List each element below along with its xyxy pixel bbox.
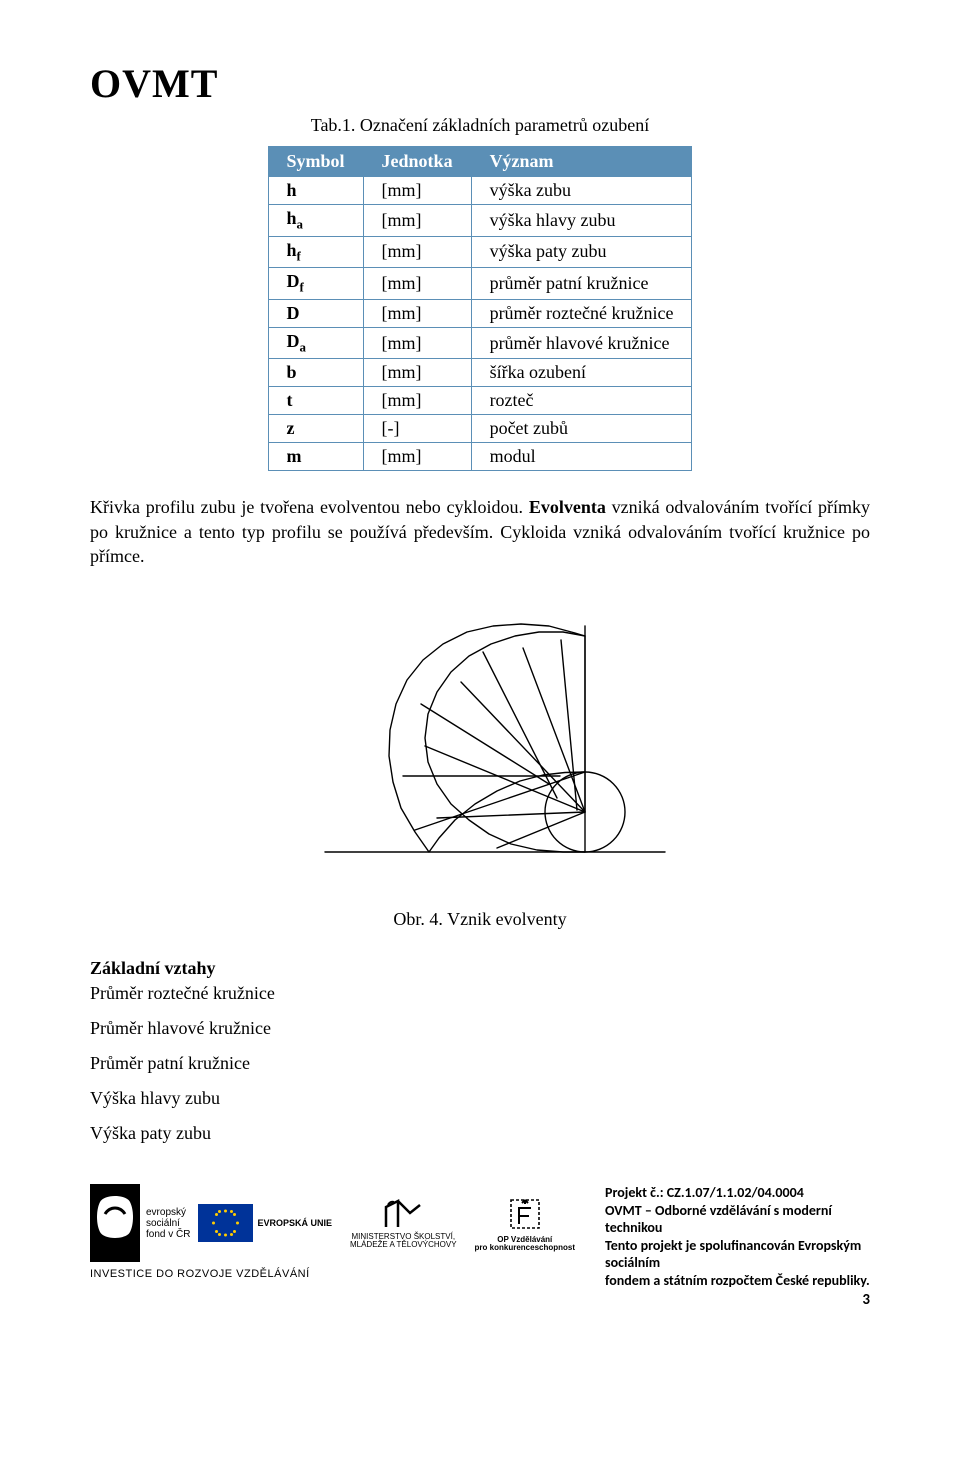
cell-unit: [mm] [363, 205, 471, 237]
relation-item: Průměr patní kružnice [90, 1053, 870, 1074]
ministry-icon [380, 1197, 426, 1231]
table-row: ha[mm]výška hlavy zubu [268, 205, 692, 237]
footer-line3: Tento projekt je spolufinancován Evropsk… [605, 1237, 870, 1272]
relations-heading: Základní vztahy [90, 958, 870, 979]
table-row: b[mm]šířka ozubení [268, 359, 692, 387]
invest-slogan: INVESTICE DO ROZVOJE VZDĚLÁVÁNÍ [90, 1268, 575, 1280]
cell-symbol: m [268, 443, 363, 471]
esf-line2: sociální [146, 1218, 190, 1229]
table-row: D[mm]průměr roztečné kružnice [268, 299, 692, 327]
cell-desc: průměr roztečné kružnice [471, 299, 692, 327]
cell-unit: [mm] [363, 443, 471, 471]
paragraph-bold: Evolventa [529, 497, 606, 517]
page-number: 3 [605, 1291, 870, 1310]
page: OVMT Tab.1. Označení základních parametr… [0, 0, 960, 1350]
cell-desc: výška zubu [471, 177, 692, 205]
cell-symbol: D [268, 299, 363, 327]
th-unit: Jednotka [363, 147, 471, 177]
cell-desc: modul [471, 443, 692, 471]
cell-symbol: ha [268, 205, 363, 237]
cell-symbol: Df [268, 268, 363, 300]
footer-logos-block: evropský sociální fond v ČR [90, 1184, 575, 1280]
esf-logo: evropský sociální fond v ČR [90, 1184, 192, 1262]
esf-badge-icon [90, 1184, 140, 1262]
body-paragraph: Křivka profilu zubu je tvořena evolvento… [90, 495, 870, 568]
footer-project-text: Projekt č.: CZ.1.07/1.1.02/04.0004 OVMT … [605, 1184, 870, 1310]
eu-logo: EVROPSKÁ UNIE [198, 1204, 332, 1242]
table-caption: Tab.1. Označení základních parametrů ozu… [90, 115, 870, 136]
table-row: z[-]počet zubů [268, 415, 692, 443]
brand-logo: OVMT [90, 60, 870, 107]
eu-flag-icon [198, 1204, 253, 1242]
cell-symbol: hf [268, 236, 363, 268]
relation-item: Průměr roztečné kružnice [90, 983, 870, 1004]
table-header-row: Symbol Jednotka Význam [268, 147, 692, 177]
cell-desc: průměr hlavové kružnice [471, 327, 692, 359]
cell-symbol: t [268, 387, 363, 415]
relation-item: Výška paty zubu [90, 1123, 870, 1144]
cell-unit: [mm] [363, 268, 471, 300]
cell-unit: [mm] [363, 359, 471, 387]
esf-text: evropský sociální fond v ČR [144, 1205, 192, 1242]
cell-unit: [mm] [363, 236, 471, 268]
cell-desc: výška hlavy zubu [471, 205, 692, 237]
cell-unit: [mm] [363, 299, 471, 327]
cell-unit: [-] [363, 415, 471, 443]
cell-desc: průměr patní kružnice [471, 268, 692, 300]
cell-desc: počet zubů [471, 415, 692, 443]
cell-desc: šířka ozubení [471, 359, 692, 387]
footer-project: Projekt č.: CZ.1.07/1.1.02/04.0004 [605, 1184, 870, 1202]
eu-label: EVROPSKÁ UNIE [257, 1218, 332, 1228]
footer-line2: OVMT – Odborné vzdělávání s moderní tech… [605, 1202, 870, 1237]
cell-symbol: h [268, 177, 363, 205]
table-row: Da[mm]průměr hlavové kružnice [268, 327, 692, 359]
page-footer: evropský sociální fond v ČR [90, 1184, 870, 1310]
op-logo: OP Vzdělávání pro konkurenceschopnost [475, 1194, 575, 1253]
op-line2: pro konkurenceschopnost [475, 1244, 575, 1252]
cell-unit: [mm] [363, 327, 471, 359]
ministry-logo: MINISTERSTVO ŠKOLSTVÍ, MLÁDEŽE A TĚLOVÝC… [350, 1197, 457, 1250]
figure-caption: Obr. 4. Vznik evolventy [90, 909, 870, 930]
table-row: h[mm]výška zubu [268, 177, 692, 205]
cell-unit: [mm] [363, 387, 471, 415]
evolvent-figure [90, 586, 870, 891]
evolvent-svg [265, 586, 695, 886]
footer-line4: fondem a státním rozpočtem České republi… [605, 1272, 870, 1290]
table-row: Df[mm]průměr patní kružnice [268, 268, 692, 300]
cell-desc: rozteč [471, 387, 692, 415]
min-line2: MLÁDEŽE A TĚLOVÝCHOVY [350, 1241, 457, 1249]
cell-desc: výška paty zubu [471, 236, 692, 268]
cell-symbol: z [268, 415, 363, 443]
cell-unit: [mm] [363, 177, 471, 205]
th-symbol: Symbol [268, 147, 363, 177]
relation-item: Průměr hlavové kružnice [90, 1018, 870, 1039]
table-row: t[mm]rozteč [268, 387, 692, 415]
cell-symbol: Da [268, 327, 363, 359]
esf-line3: fond v ČR [146, 1229, 190, 1240]
relation-item: Výška hlavy zubu [90, 1088, 870, 1109]
cell-symbol: b [268, 359, 363, 387]
th-meaning: Význam [471, 147, 692, 177]
parameter-table: Symbol Jednotka Význam h[mm]výška zubuha… [268, 146, 693, 471]
esf-line1: evropský [146, 1207, 190, 1218]
table-row: m[mm]modul [268, 443, 692, 471]
paragraph-pre: Křivka profilu zubu je tvořena evolvento… [90, 497, 529, 517]
table-row: hf[mm]výška paty zubu [268, 236, 692, 268]
op-icon [505, 1194, 545, 1234]
